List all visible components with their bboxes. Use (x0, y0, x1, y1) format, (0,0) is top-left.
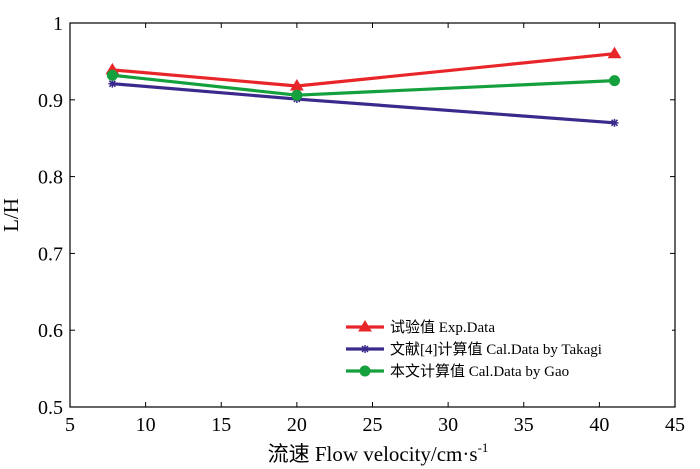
x-tick-label: 15 (211, 414, 231, 436)
x-axis-label-main: 流速 Flow velocity/cm·s (268, 442, 478, 466)
series-layer (105, 46, 622, 127)
legend-label: 文献[4]计算值 Cal.Data by Takagi (390, 340, 602, 358)
y-tick-label: 1 (53, 13, 63, 35)
legend-marker (358, 320, 372, 332)
x-axis-label: 流速 Flow velocity/cm·s-1 (268, 440, 489, 466)
data-point (106, 69, 118, 81)
x-tick-label: 35 (514, 414, 534, 436)
data-point (609, 75, 620, 87)
x-axis: 5 10 15 20 25 30 35 40 45 (65, 23, 685, 436)
legend-box (336, 314, 672, 388)
x-tick-label: 20 (287, 414, 307, 436)
x-tick-label: 25 (363, 414, 383, 436)
legend-label: 试验值 Exp.Data (390, 319, 495, 336)
y-tick-label: 0.9 (38, 90, 63, 112)
legend-marker (361, 345, 369, 353)
x-tick-label: 45 (665, 414, 685, 436)
x-tick-label: 30 (438, 414, 458, 436)
y-tick-label: 0.8 (38, 167, 63, 189)
y-tick-label: 0.5 (38, 397, 63, 419)
data-point (108, 79, 117, 88)
y-tick-label: 0.7 (38, 243, 63, 265)
y-axis: 0.5 0.6 0.7 0.8 0.9 1 (38, 13, 675, 419)
x-tick-label: 10 (136, 414, 156, 436)
legend: 试验值 Exp.Data 文献[4]计算值 Cal.Data by Takagi 本… (336, 314, 672, 388)
series-3 (106, 69, 620, 101)
data-point (291, 89, 303, 101)
legend-item: 文献[4]计算值 Cal.Data by Takagi (346, 340, 602, 358)
legend-label: 本文计算值 Cal.Data by Gao (390, 362, 569, 380)
y-tick-label: 0.6 (38, 320, 63, 342)
legend-item: 本文计算值 Cal.Data by Gao (346, 362, 569, 380)
x-tick-label: 40 (589, 414, 609, 436)
y-axis-label: L/H (0, 198, 23, 232)
legend-item: 试验值 Exp.Data (346, 319, 495, 336)
legend-marker (359, 365, 371, 377)
x-tick-label: 5 (65, 414, 75, 436)
data-point (610, 118, 619, 127)
x-axis-label-superscript: -1 (478, 440, 489, 455)
data-point (607, 46, 622, 59)
